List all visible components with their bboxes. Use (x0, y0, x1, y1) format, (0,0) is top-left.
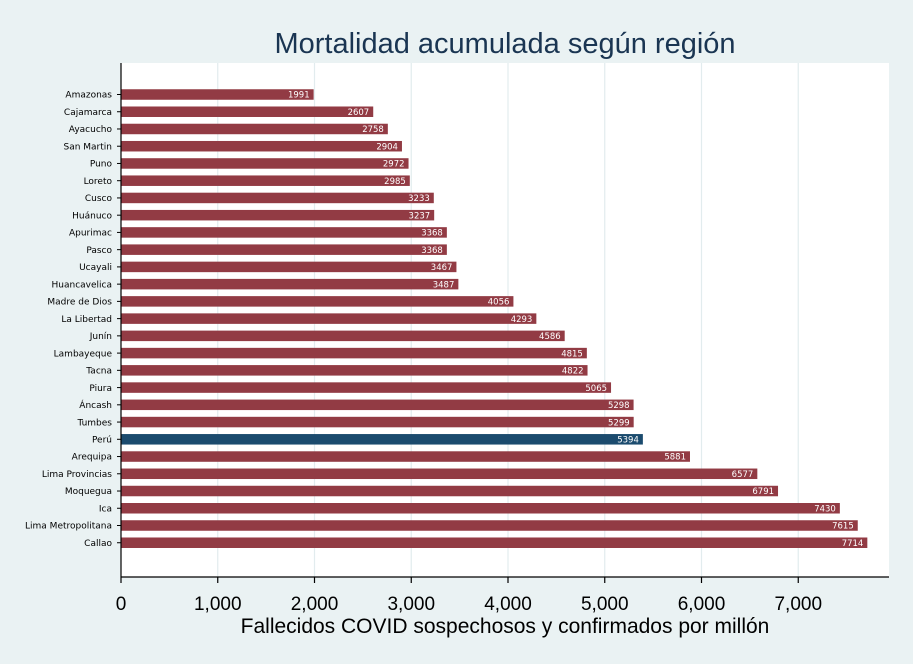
category-label: Cajamarca (64, 108, 112, 118)
data-label: 5065 (585, 384, 607, 394)
category-label: Áncash (79, 399, 112, 411)
data-label: 5299 (608, 418, 630, 428)
bar (121, 416, 634, 428)
x-tick-label: 5,000 (581, 594, 629, 615)
data-label: 3237 (409, 211, 431, 221)
data-label: 3368 (421, 229, 443, 239)
category-label: Arequipa (72, 453, 112, 463)
category-label: Cusco (85, 194, 113, 204)
bar (121, 89, 314, 100)
x-tick-label: 3,000 (387, 594, 435, 615)
data-label: 2904 (376, 142, 398, 152)
x-axis-label: Fallecidos COVID sospechosos y confirmad… (241, 615, 770, 638)
bar (121, 123, 388, 135)
category-labels: Amazonas Cajamarca Ayacucho San Martin Puno L… (25, 91, 121, 549)
data-label: 7615 (832, 522, 854, 532)
category-label: Huancavelica (52, 280, 112, 290)
data-label: 3233 (408, 194, 430, 204)
data-label: 2607 (348, 108, 370, 118)
category-label: Tumbes (76, 418, 112, 428)
bar (121, 140, 402, 152)
category-label: La Libertad (61, 315, 112, 325)
x-tick-label: 4,000 (484, 594, 532, 615)
bar (121, 192, 434, 204)
bar (121, 520, 858, 531)
category-label: Lima Metropolitana (25, 522, 112, 532)
data-label: 4822 (562, 367, 584, 377)
data-label: 3368 (421, 246, 443, 256)
data-label: 2758 (362, 125, 384, 135)
category-label: Ucayali (79, 263, 112, 273)
category-label: Loreto (84, 177, 113, 187)
category-label: San Martin (63, 142, 112, 152)
category-label: Lambayeque (54, 349, 113, 359)
category-label: Madre de Dios (47, 298, 112, 308)
category-label: Callao (84, 539, 112, 549)
bar (121, 175, 410, 186)
bar (121, 296, 514, 307)
bar (121, 347, 587, 359)
x-tick-label: 0 (116, 594, 127, 615)
data-label: 5298 (608, 401, 630, 411)
bar (121, 468, 758, 480)
x-tick-label: 6,000 (678, 594, 726, 615)
bar (121, 399, 634, 411)
bar (121, 278, 459, 290)
data-label: 7714 (842, 539, 864, 549)
category-label: Apurimac (69, 229, 112, 239)
data-label: 2972 (383, 160, 405, 170)
bar (121, 537, 868, 548)
data-label: 7430 (814, 504, 836, 514)
x-tick-label: 7,000 (774, 594, 822, 615)
data-label: 6791 (752, 487, 774, 497)
bar (121, 313, 537, 324)
category-label: Huánuco (72, 211, 112, 221)
bar (121, 451, 690, 462)
data-label: 3487 (433, 280, 455, 290)
bar (121, 382, 612, 393)
category-label: Piura (89, 384, 112, 394)
bar (121, 485, 779, 497)
category-label: Junín (89, 332, 112, 342)
chart-title: Mortalidad acumulada según región (274, 28, 735, 60)
data-label: 4815 (561, 349, 583, 359)
data-label: 5881 (664, 453, 686, 463)
bar (121, 503, 840, 514)
bars (121, 89, 868, 548)
category-label: Perú (92, 436, 112, 446)
bar (121, 330, 565, 342)
x-tick-label: 1,000 (194, 594, 242, 615)
bar (121, 365, 588, 376)
category-label: Puno (90, 160, 113, 170)
x-ticks: 0 1,000 2,000 3,000 4,000 5,000 6,000 7,000 (116, 577, 822, 615)
data-label: 4293 (511, 315, 533, 325)
bar (121, 434, 643, 445)
data-label: 3467 (431, 263, 453, 273)
category-label: Tacna (85, 367, 112, 377)
bar (121, 244, 447, 255)
data-label: 4056 (488, 298, 510, 308)
data-label: 4586 (539, 332, 561, 342)
category-label: Lima Provincias (42, 470, 112, 480)
bar (121, 209, 435, 221)
category-label: Pasco (86, 246, 112, 256)
category-label: Amazonas (65, 91, 112, 101)
bar (121, 106, 374, 117)
category-label: Moquegua (65, 487, 112, 497)
bar (121, 158, 409, 169)
data-label: 5394 (617, 436, 639, 446)
bar (121, 227, 447, 238)
category-label: Ayacucho (69, 125, 113, 135)
data-label: 2985 (384, 177, 406, 187)
data-label: 6577 (732, 470, 754, 480)
data-label: 1991 (288, 91, 310, 101)
bar (121, 261, 457, 273)
x-tick-label: 2,000 (291, 594, 339, 615)
category-label: Ica (99, 504, 112, 514)
